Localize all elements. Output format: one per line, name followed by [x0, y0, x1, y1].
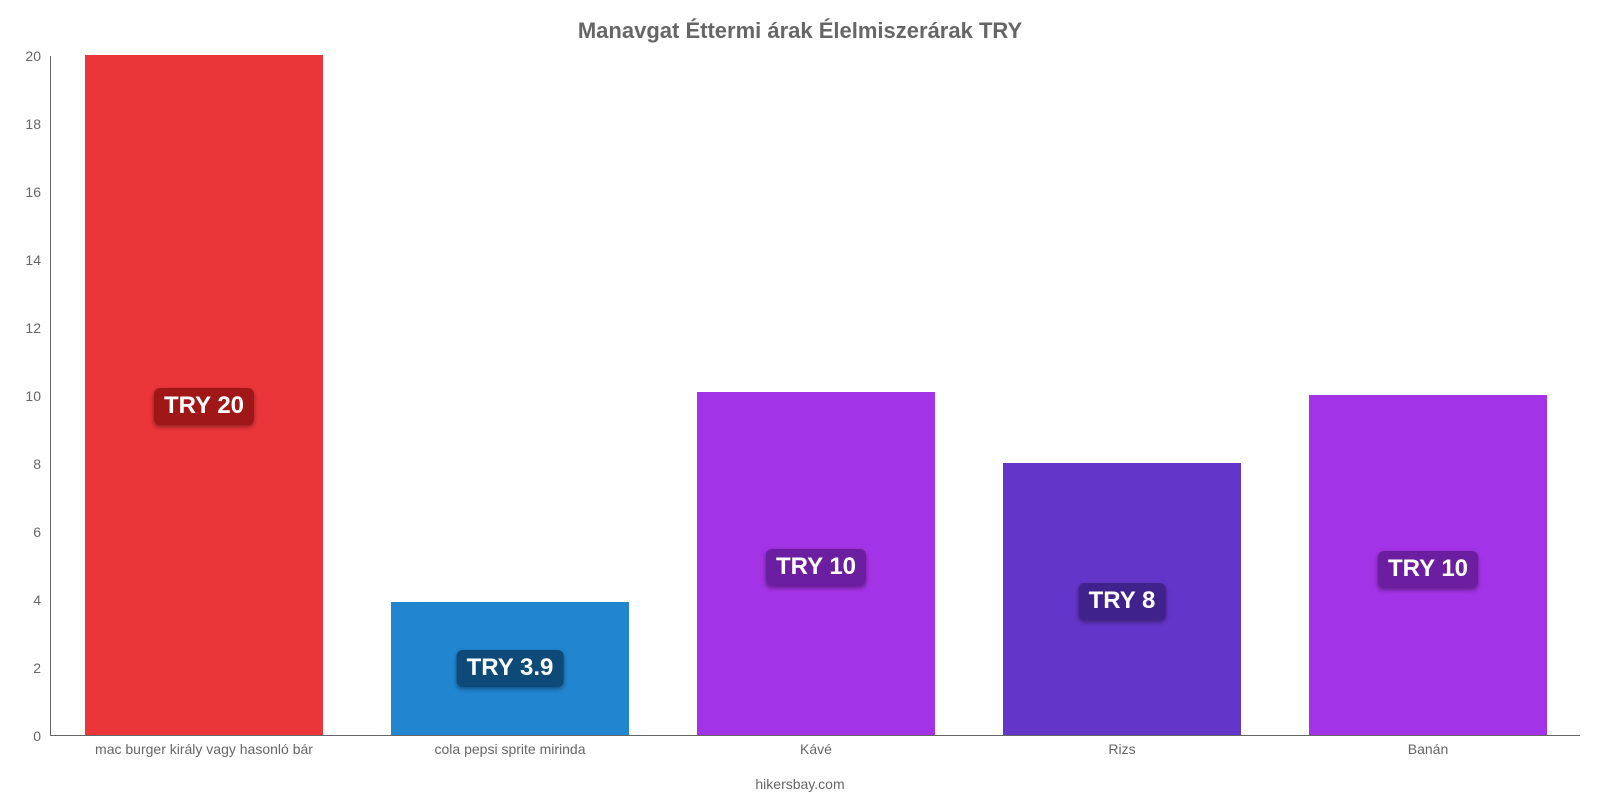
- y-tick: 6: [11, 524, 41, 540]
- x-axis-label: Rizs: [1108, 741, 1135, 757]
- x-axis-label: cola pepsi sprite mirinda: [435, 741, 586, 757]
- chart-title: Manavgat Éttermi árak Élelmiszerárak TRY: [0, 18, 1600, 44]
- y-tick: 4: [11, 592, 41, 608]
- chart-footer: hikersbay.com: [0, 776, 1600, 792]
- bar-value-label: TRY 3.9: [457, 650, 564, 687]
- bar-value-label: TRY 10: [766, 549, 866, 586]
- y-tick: 18: [11, 116, 41, 132]
- x-axis-label: mac burger király vagy hasonló bár: [95, 741, 313, 757]
- bar-value-label: TRY 10: [1378, 551, 1478, 588]
- y-tick: 16: [11, 184, 41, 200]
- y-tick: 2: [11, 660, 41, 676]
- y-tick: 12: [11, 320, 41, 336]
- y-tick: 8: [11, 456, 41, 472]
- y-tick: 14: [11, 252, 41, 268]
- bar-value-label: TRY 20: [154, 388, 254, 425]
- y-tick: 0: [11, 728, 41, 744]
- bar-value-label: TRY 8: [1079, 583, 1166, 620]
- x-axis-label: Kávé: [800, 741, 832, 757]
- y-tick: 20: [11, 48, 41, 64]
- y-tick: 10: [11, 388, 41, 404]
- x-axis-label: Banán: [1408, 741, 1448, 757]
- plot-area: 02468101214161820TRY 20mac burger király…: [50, 56, 1580, 736]
- bar-chart: Manavgat Éttermi árak Élelmiszerárak TRY…: [0, 0, 1600, 800]
